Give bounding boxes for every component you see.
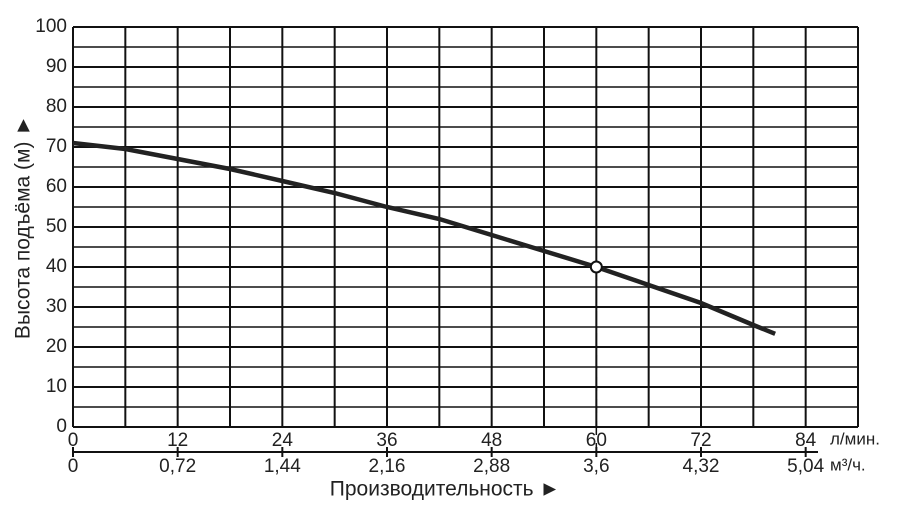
- y-tick-label: 10: [46, 376, 67, 397]
- x2-tick-label: 2,88: [473, 456, 510, 477]
- x2-tick-label: 0,72: [159, 456, 196, 477]
- x-unit: л/мин.: [830, 429, 880, 448]
- x-tick-label: 84: [795, 430, 817, 451]
- x-tick-label: 48: [481, 430, 502, 451]
- y-tick-label: 90: [46, 56, 67, 77]
- y-tick-label: 40: [46, 256, 67, 277]
- y-tick-label: 0: [56, 416, 67, 437]
- x-tick-label: 12: [167, 430, 188, 451]
- y-tick-label: 80: [46, 96, 67, 117]
- x2-tick-label: 0: [68, 456, 79, 477]
- y-tick-label: 20: [46, 336, 67, 357]
- x-tick-label: 36: [376, 430, 397, 451]
- x-tick-label: 72: [690, 430, 711, 451]
- y-tick-label: 50: [46, 216, 67, 237]
- y-tick-label: 100: [35, 16, 67, 37]
- x-tick-label: 60: [586, 430, 607, 451]
- x2-tick-label: 5,04: [787, 456, 824, 477]
- curve: [72, 140, 776, 336]
- x-axis-label: Производительность ►: [330, 478, 560, 501]
- y-tick-label: 30: [46, 296, 67, 317]
- operating-point: [589, 260, 603, 274]
- x-tick-label: 0: [68, 430, 79, 451]
- y-tick-label: 70: [46, 136, 67, 157]
- x2-tick-label: 2,16: [369, 456, 406, 477]
- x2-unit: м³/ч.: [830, 455, 866, 474]
- y-tick-label: 60: [46, 176, 67, 197]
- x-tick-label: 24: [272, 430, 294, 451]
- x2-tick-label: 4,32: [683, 456, 720, 477]
- x2-tick-label: 3,6: [583, 456, 609, 477]
- y-axis-label: Высота подъёма (м) ►: [12, 115, 35, 339]
- x2-tick-label: 1,44: [264, 456, 301, 477]
